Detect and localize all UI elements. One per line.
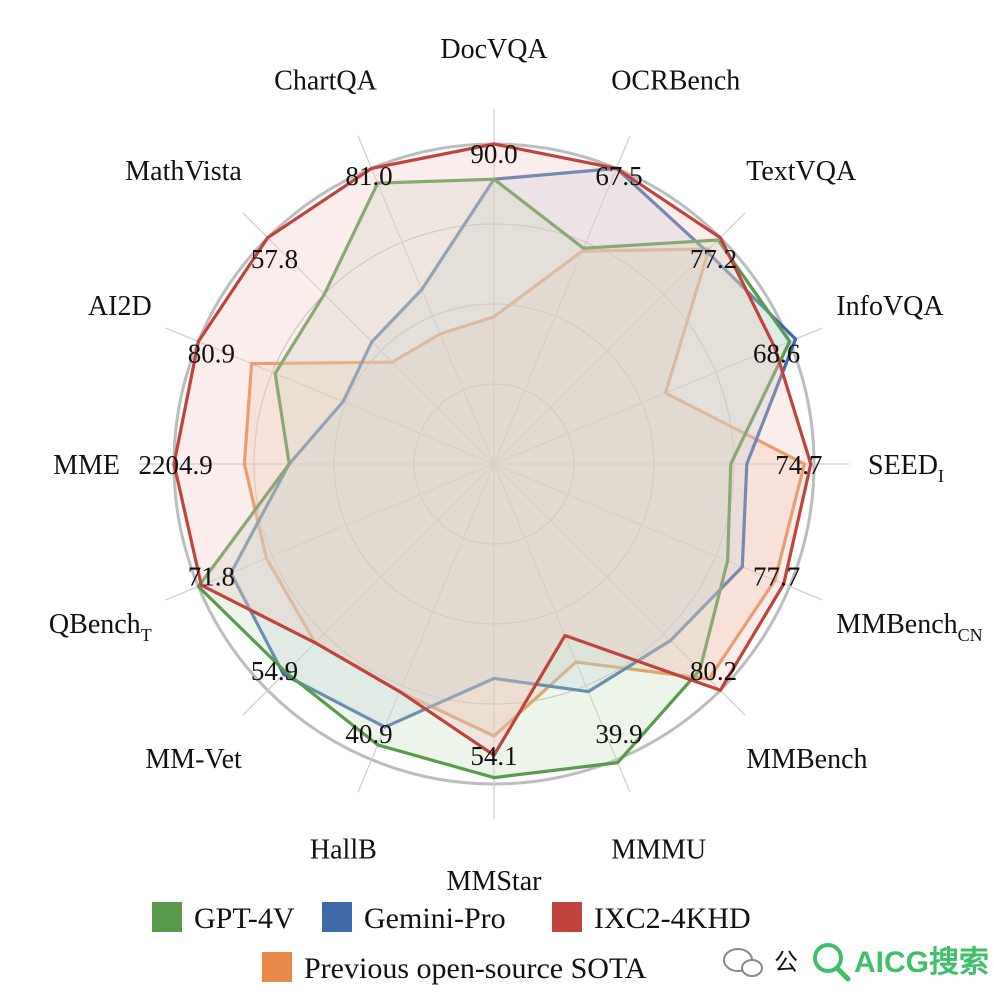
max-value-label-11: 54.9: [251, 656, 298, 686]
axis-label-9: MMStar: [447, 866, 543, 897]
spoke-2: [493, 135, 631, 465]
axis-label-11: MM-Vet: [145, 744, 242, 775]
axis-label-15: MathVista: [125, 156, 242, 187]
axis-labels: DocVQA OCRBench TextVQA InfoVQA SEEDI MMBench…: [49, 34, 983, 897]
legend-swatch-previous-open-source-sota: [262, 952, 292, 982]
series-gpt-4v: [196, 177, 792, 780]
max-value-label-16: 81.0: [345, 161, 392, 191]
legend: GPT-4V Gemini-Pro IXC2-4KHD Previous open-s…: [152, 902, 751, 985]
max-value-label-12: 71.8: [188, 561, 235, 591]
search-icon: [813, 943, 843, 973]
spoke-3: [493, 212, 746, 465]
max-value-label-3: 77.2: [690, 244, 737, 274]
spoke-15: [242, 212, 495, 465]
max-value-label-15: 57.8: [251, 244, 298, 274]
legend-label-ixc2-4khd: IXC2-4KHD: [594, 902, 751, 935]
axis-label-10: HallB: [310, 834, 377, 865]
spoke-7: [493, 463, 746, 716]
axis-label-14: AI2D: [88, 291, 152, 322]
legend-swatch-ixc2-4khd: [552, 902, 582, 932]
max-value-label-13: 2204.9: [139, 450, 213, 480]
legend-label-gpt-4v: GPT-4V: [194, 902, 295, 935]
max-value-labels: 90.0 67.5 77.2 68.6 74.7 77.7 80.2 39.9 54.1 40.9…: [139, 139, 823, 771]
axis-label-4: InfoVQA: [836, 291, 944, 322]
axis-label-6: MMBenchCN: [836, 609, 982, 645]
max-value-label-1: 90.0: [470, 139, 517, 169]
max-value-label-9: 54.1: [470, 741, 517, 771]
spoke-8: [493, 463, 631, 793]
axis-label-8: MMMU: [611, 834, 706, 865]
legend-swatch-gemini-pro: [322, 902, 352, 932]
spoke-6: [493, 463, 823, 601]
search-icon-handle: [834, 965, 851, 982]
max-value-label-10: 40.9: [345, 719, 392, 749]
watermark-text: AICG搜索: [854, 946, 989, 979]
axis-label-1: DocVQA: [440, 34, 548, 65]
spoke-10: [357, 463, 495, 793]
axis-label-3: TextVQA: [746, 156, 857, 187]
axis-label-2: OCRBench: [611, 66, 740, 97]
axis-label-16: ChartQA: [274, 66, 377, 97]
legend-label-previous-open-source-sota: Previous open-source SOTA: [304, 952, 647, 985]
spoke-14: [165, 327, 495, 465]
max-value-label-5: 74.7: [775, 450, 822, 480]
max-value-label-4: 68.6: [753, 339, 800, 369]
max-value-label-2: 67.5: [595, 161, 642, 191]
spoke-16: [357, 135, 495, 465]
max-value-label-6: 77.7: [753, 561, 800, 591]
wechat-icon-bubble: [741, 959, 763, 977]
axis-label-13: MME: [53, 450, 120, 481]
series-previous-open-source-sota: [242, 247, 807, 738]
max-value-label-8: 39.9: [595, 719, 642, 749]
series-ixc2-4khd: [172, 142, 813, 757]
spoke-12: [165, 463, 495, 601]
legend-label-gemini-pro: Gemini-Pro: [364, 902, 506, 935]
axis-label-12: QBenchT: [49, 609, 152, 645]
watermark: 公 AICG搜索: [723, 943, 989, 982]
radar-grid: [138, 108, 850, 820]
spoke-4: [493, 327, 823, 465]
max-value-label-7: 80.2: [690, 656, 737, 686]
axis-label-5: SEEDI: [868, 450, 944, 486]
legend-swatch-gpt-4v: [152, 902, 182, 932]
watermark-prefix: 公: [774, 950, 798, 976]
radar-series: [172, 142, 813, 780]
max-value-label-14: 80.9: [188, 339, 235, 369]
axis-label-7: MMBench: [746, 744, 867, 775]
